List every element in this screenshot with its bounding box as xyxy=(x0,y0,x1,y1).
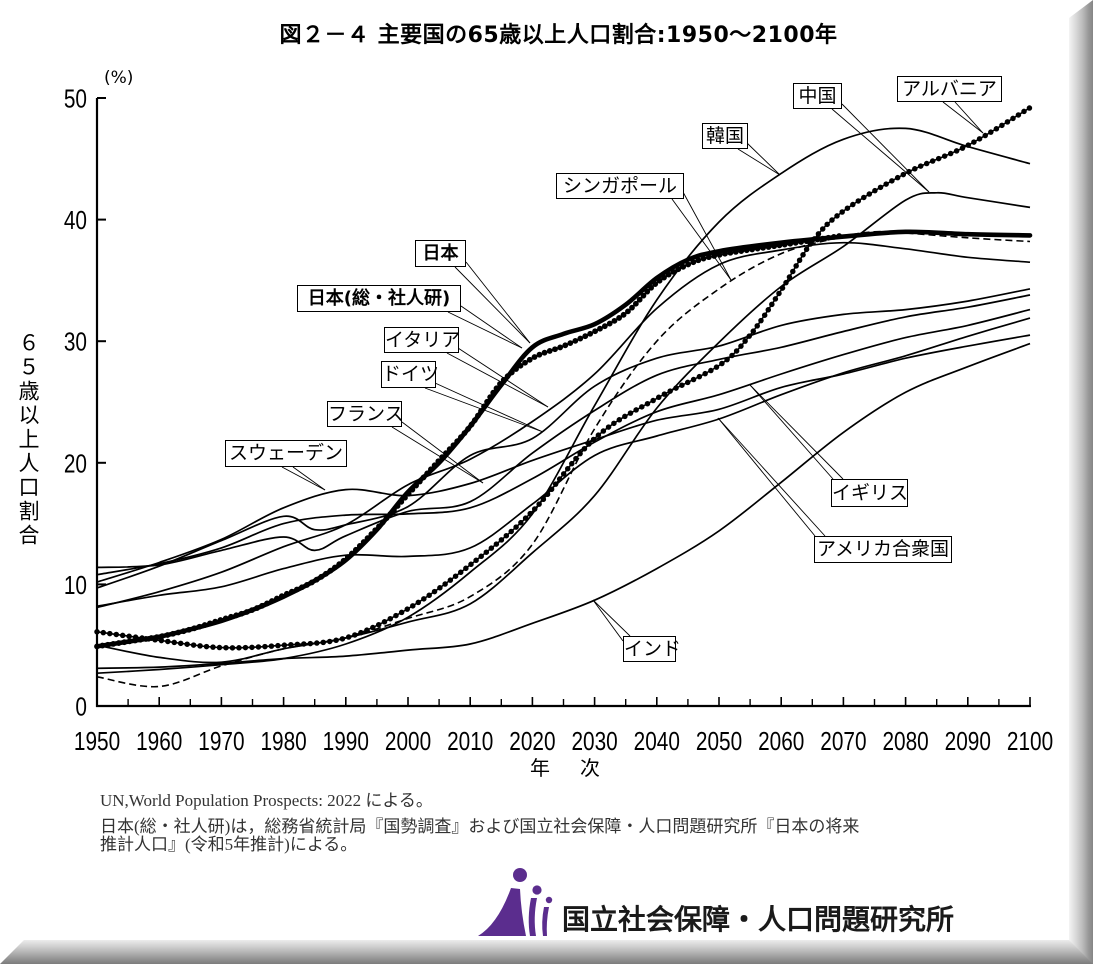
source-note: UN,World Population Prospects: 2022 による。 xyxy=(100,791,433,810)
japan-source-note-line-2: 推計人口』(令和5年推計)による。 xyxy=(100,835,358,854)
leader-line xyxy=(942,101,984,134)
x-tick-label: 2020 xyxy=(509,727,555,756)
series-line-china-path xyxy=(96,191,1031,664)
series-line-uk-path xyxy=(96,308,1031,576)
x-tick-label: 2000 xyxy=(385,727,431,756)
annotation-label-singapore: シンガポール xyxy=(556,173,684,199)
series-line-france xyxy=(96,294,1031,569)
annotation-label-japan: 日本 xyxy=(415,240,466,267)
callout-leaders xyxy=(281,101,984,642)
x-tick-label: 1970 xyxy=(198,727,244,756)
series-line-japan-ipss-path xyxy=(96,234,844,648)
series-line-india-path xyxy=(96,342,1031,670)
series-line-albania xyxy=(94,104,1033,651)
series-line-germany xyxy=(96,288,1031,589)
y-tick-label: 40 xyxy=(64,206,87,235)
series-line-sweden-path xyxy=(96,334,1031,583)
leader-line xyxy=(954,101,984,134)
series-line-usa-path xyxy=(96,317,1031,608)
x-tick-label: 1990 xyxy=(323,727,369,756)
x-tick-label: 1980 xyxy=(260,727,306,756)
annotation-label-usa: アメリカ合衆国 xyxy=(814,536,952,563)
leader-line xyxy=(671,198,732,281)
annotation-label-sweden: スウェーデン xyxy=(225,440,347,467)
leader-line xyxy=(454,266,531,344)
y-tick-label: 20 xyxy=(64,449,87,478)
y-tick-label: 30 xyxy=(64,328,87,357)
japan-source-note-line-1: 日本(総・社人研)は，総務省統計局『国勢調査』および国立社会保障・人口問題研究所… xyxy=(100,817,860,836)
x-tick-label: 2060 xyxy=(758,727,804,756)
leader-line xyxy=(465,261,531,344)
series-line-usa xyxy=(96,317,1031,608)
series-line-korea xyxy=(96,127,1031,675)
series-line-italy-path xyxy=(96,241,1031,609)
series-line-india xyxy=(96,342,1031,670)
japan-source-note: 日本(総・社人研)は，総務省統計局『国勢調査』および国立社会保障・人口問題研究所… xyxy=(100,818,859,854)
x-tick-label: 1960 xyxy=(136,727,182,756)
leader-line xyxy=(717,417,816,537)
chart-title: 図２－４ 主要国の65歳以上人口割合:1950～2100年 xyxy=(279,23,838,48)
annotation-label-japan-ipss: 日本(総・社人研) xyxy=(297,285,461,312)
leader-line xyxy=(749,384,844,480)
y-tick-label: 0 xyxy=(75,692,87,721)
series-lines xyxy=(94,104,1033,688)
leader-line xyxy=(434,382,544,433)
y-tick-label: 10 xyxy=(64,571,87,600)
leader-line xyxy=(737,148,781,176)
frame-shadow-bottom xyxy=(0,940,1093,964)
leader-line xyxy=(592,599,624,642)
leader-line xyxy=(281,466,326,491)
leader-line xyxy=(592,599,631,637)
x-tick-label: 2070 xyxy=(820,727,866,756)
series-line-sweden xyxy=(96,334,1031,583)
x-tick-label: 2010 xyxy=(447,727,493,756)
leader-line xyxy=(447,311,523,349)
annotation-label-china: 中国 xyxy=(793,83,842,109)
organization-name: 国立社会保障・人口問題研究所 xyxy=(562,903,955,936)
leader-line xyxy=(460,305,523,349)
series-line-albania-dots xyxy=(94,104,1033,651)
series-line-france-path xyxy=(96,294,1031,569)
series-line-italy xyxy=(96,241,1031,609)
annotation-label-korea: 韓国 xyxy=(702,123,748,149)
y-axis-unit: (%) xyxy=(104,68,134,88)
ipss-logo-icon xyxy=(478,868,553,936)
leader-line xyxy=(717,417,826,537)
x-tick-label: 2080 xyxy=(882,727,928,756)
annotation-label-albania: アルバニア xyxy=(897,76,1002,102)
leader-line xyxy=(841,103,930,193)
annotation-label-france: フランス xyxy=(327,401,404,427)
x-tick-label: 2040 xyxy=(634,727,680,756)
leader-line xyxy=(446,352,549,408)
annotation-label-india: インド xyxy=(623,636,682,662)
x-tick-label: 2090 xyxy=(945,727,991,756)
leader-line xyxy=(401,421,484,484)
annotation-label-uk: イギリス xyxy=(831,479,908,507)
leader-line xyxy=(391,426,484,484)
series-line-uk xyxy=(96,308,1031,576)
leader-line xyxy=(749,384,834,480)
frame-shadow-right xyxy=(1069,0,1093,964)
series-line-korea-path xyxy=(96,127,1031,675)
x-tick-label: 2030 xyxy=(571,727,617,756)
y-axis-title: ６５歳以上人口割合 xyxy=(16,332,40,548)
series-line-japan-ipss xyxy=(94,232,847,650)
annotation-label-germany: ドイツ xyxy=(381,361,439,388)
leader-line xyxy=(292,466,326,491)
x-axis-title: 年 次 xyxy=(530,756,605,780)
y-tick-label: 50 xyxy=(64,84,87,113)
x-tick-label: 2050 xyxy=(696,727,742,756)
annotation-label-italy: イタリア xyxy=(384,327,461,353)
series-line-japan-ipss-dots xyxy=(94,232,847,650)
series-line-china xyxy=(96,191,1031,664)
x-tick-label: 1950 xyxy=(74,727,120,756)
leader-line xyxy=(831,108,930,193)
leader-line xyxy=(746,142,781,176)
x-tick-label: 2100 xyxy=(1007,727,1053,756)
series-line-germany-path xyxy=(96,288,1031,589)
